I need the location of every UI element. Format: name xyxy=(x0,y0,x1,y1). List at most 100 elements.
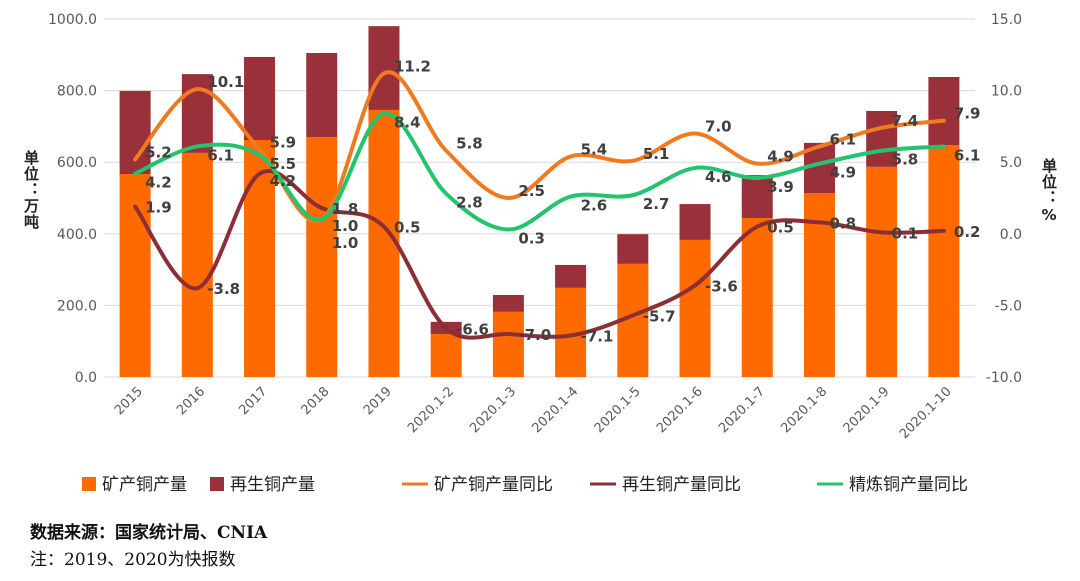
legend-label: 再生铜产量 xyxy=(230,475,315,495)
right-tick-label: 15.0 xyxy=(991,12,1022,28)
data-label: 5.8 xyxy=(456,135,483,153)
bar-recycled xyxy=(679,204,711,240)
data-label: 5.8 xyxy=(892,151,919,169)
data-label: 7.0 xyxy=(705,118,732,136)
data-label: 1.0 xyxy=(332,234,359,252)
right-tick-label: -5.0 xyxy=(995,298,1022,314)
bar-mine xyxy=(866,166,898,377)
legend-label: 精炼铜产量同比 xyxy=(849,475,968,495)
data-label: 0.8 xyxy=(829,214,856,232)
data-label: 0.1 xyxy=(892,224,919,242)
data-label: 0.5 xyxy=(767,219,794,237)
data-label: 1.8 xyxy=(332,200,359,218)
bar-mine xyxy=(492,311,524,377)
bar-recycled xyxy=(119,90,151,175)
data-label: 0.2 xyxy=(954,223,981,241)
x-tick-label: 2016 xyxy=(174,384,208,418)
data-label: -3.6 xyxy=(705,277,738,295)
left-tick-label: 800.0 xyxy=(57,84,97,100)
right-tick-label: 0.0 xyxy=(1000,227,1022,243)
data-label: 0.5 xyxy=(394,219,421,237)
left-tick-label: 0.0 xyxy=(75,370,97,386)
legend-label: 矿产铜产量同比 xyxy=(434,475,553,495)
bar-mine xyxy=(430,334,462,377)
x-tick-label: 2020.1-8 xyxy=(778,384,830,436)
legend-swatch xyxy=(82,477,96,491)
bar-recycled xyxy=(244,56,276,141)
data-label: 1.9 xyxy=(145,199,172,217)
data-label: 4.6 xyxy=(705,168,732,186)
left-tick-label: 400.0 xyxy=(57,227,97,243)
bar-mine xyxy=(928,145,960,377)
line-series-2 xyxy=(133,111,946,232)
data-label: -6.6 xyxy=(456,320,489,338)
data-label: 6.1 xyxy=(829,130,856,148)
data-label: 1.0 xyxy=(332,217,359,235)
x-tick-label: 2020.1-5 xyxy=(592,384,644,436)
data-label: 11.2 xyxy=(394,57,431,75)
x-tick-label: 2017 xyxy=(236,384,270,418)
x-tick-label: 2020.1-10 xyxy=(897,384,955,442)
data-label: 0.3 xyxy=(518,230,545,248)
x-tick-label: 2015 xyxy=(112,384,146,418)
data-label: 2.6 xyxy=(581,197,608,215)
data-label: 6.1 xyxy=(954,146,981,164)
line-series-0 xyxy=(133,70,946,224)
x-tick-label: 2020.1-7 xyxy=(716,384,768,436)
bar-recycled xyxy=(617,234,649,264)
data-label: 8.4 xyxy=(394,114,421,132)
x-tick-label: 2018 xyxy=(299,384,333,418)
right-tick-label: 5.0 xyxy=(1000,155,1022,171)
data-label: 10.1 xyxy=(207,73,244,91)
left-tick-label: 600.0 xyxy=(57,155,97,171)
legend-swatch xyxy=(210,477,224,491)
legend-label: 再生铜产量同比 xyxy=(622,475,741,495)
right-axis-label: 单位：% xyxy=(1040,158,1058,225)
x-tick-label: 2020.1-6 xyxy=(654,384,706,436)
data-label: 5.2 xyxy=(145,143,172,161)
data-label: -3.8 xyxy=(207,280,240,298)
bar-recycled xyxy=(928,76,960,146)
combo-chart: 0.0 200.0 400.0 600.0 800.0 1000.0 -10.0 -5.0 0.… xyxy=(48,12,1022,495)
data-label: -7.0 xyxy=(518,326,551,344)
data-label: 5.9 xyxy=(270,133,297,151)
x-tick-label: 2020.1-9 xyxy=(841,384,893,436)
data-label: 2.7 xyxy=(643,195,670,213)
source-text: 数据来源：国家统计局、CNIA xyxy=(30,523,268,543)
bar-recycled xyxy=(741,175,773,219)
data-label: -7.1 xyxy=(581,327,614,345)
data-label: 4.2 xyxy=(270,172,297,190)
bar-recycled xyxy=(492,295,524,312)
data-label: 7.9 xyxy=(954,105,981,123)
bar-mine xyxy=(244,140,276,377)
bar-mine xyxy=(306,137,338,377)
line-series-1 xyxy=(133,169,946,340)
bar-recycled xyxy=(368,26,400,110)
data-label: 3.9 xyxy=(767,178,794,196)
bar-mine xyxy=(741,218,773,377)
legend-label: 矿产铜产量 xyxy=(102,475,187,495)
x-tick-label: 2020.1-2 xyxy=(405,384,457,436)
data-label: 5.4 xyxy=(581,140,608,158)
note-text: 注：2019、2020为快报数 xyxy=(30,550,236,570)
left-axis-label: 单位：万吨 xyxy=(22,150,40,230)
x-tick-label: 2020.1-3 xyxy=(467,384,519,436)
bar-recycled xyxy=(306,53,338,138)
data-label: 4.9 xyxy=(829,164,856,182)
bar-recycled xyxy=(555,264,587,288)
data-label: 6.1 xyxy=(207,146,234,164)
data-label: 5.1 xyxy=(643,145,670,163)
data-label: 2.5 xyxy=(518,182,545,200)
left-tick-label: 200.0 xyxy=(57,298,97,314)
data-label: 4.2 xyxy=(145,174,172,192)
x-tick-label: 2019 xyxy=(361,384,395,418)
x-tick-label: 2020.1-4 xyxy=(529,384,581,436)
data-label: 7.4 xyxy=(892,112,919,130)
data-label: 5.5 xyxy=(270,155,297,173)
data-label: 4.9 xyxy=(767,148,794,166)
bar-mine xyxy=(181,152,213,377)
left-tick-label: 1000.0 xyxy=(48,12,97,28)
right-tick-label: 10.0 xyxy=(991,84,1022,100)
data-label: 2.8 xyxy=(456,194,483,212)
